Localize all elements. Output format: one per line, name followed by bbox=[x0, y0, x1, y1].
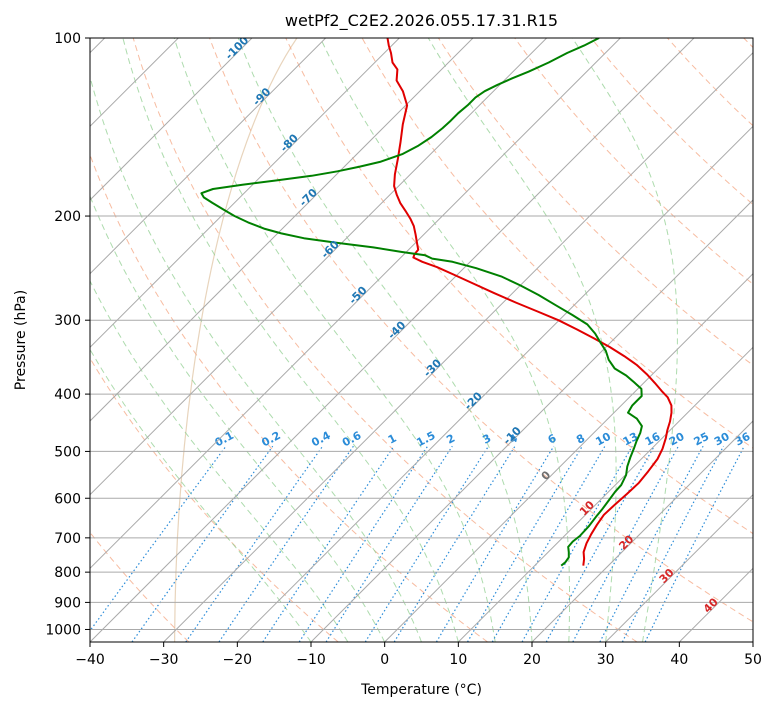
isotherm-line bbox=[90, 38, 695, 642]
isotherm-line bbox=[163, 51, 753, 642]
mixing-ratio-label: 20 bbox=[667, 430, 687, 449]
temperature-profile-line bbox=[386, 38, 673, 566]
isotherm-line bbox=[531, 420, 753, 642]
mixing-ratio-line bbox=[435, 445, 555, 642]
isotherm-gridlines bbox=[90, 38, 753, 642]
dry-adiabat-line bbox=[132, 38, 638, 642]
dry-adiabat-line bbox=[90, 357, 339, 642]
dry-adiabats bbox=[90, 38, 753, 642]
moist-adiabat-line bbox=[237, 38, 533, 642]
isotherm-line bbox=[90, 38, 327, 275]
x-tick-label: 0 bbox=[380, 652, 389, 668]
isotherm-line bbox=[90, 38, 400, 349]
mixing-ratio-label: 16 bbox=[643, 430, 663, 449]
x-tick-label: 50 bbox=[744, 652, 762, 668]
moist-adiabat-line bbox=[319, 38, 570, 642]
y-axis-label: Pressure (hPa) bbox=[13, 290, 29, 390]
x-tick-label: −20 bbox=[223, 652, 253, 668]
isotherm-line bbox=[310, 199, 753, 642]
y-axis-ticks: 100 200 300 400 500 600 700 800 900 1000 bbox=[45, 31, 90, 638]
mixing-ratio-line bbox=[218, 445, 354, 642]
isotherm-line bbox=[90, 38, 474, 422]
isotherm-line bbox=[384, 272, 753, 642]
x-axis-label: Temperature (°C) bbox=[360, 682, 482, 698]
moist-adiabat-line bbox=[571, 38, 678, 642]
mixing-ratio-line bbox=[521, 445, 633, 642]
mixing-ratio-label: 25 bbox=[692, 430, 712, 449]
isotherm-line bbox=[90, 38, 621, 570]
mixing-ratio-line bbox=[325, 445, 453, 642]
x-tick-label: −30 bbox=[149, 652, 179, 668]
isotherm-line bbox=[90, 38, 548, 496]
x-tick-label: 20 bbox=[523, 652, 541, 668]
mixing-ratio-label: 10 bbox=[593, 430, 613, 449]
y-tick-label: 900 bbox=[54, 595, 81, 611]
x-axis-ticks: −40 −30 −20 −10 0 10 20 30 40 50 bbox=[75, 642, 762, 668]
moist-adiabat-line bbox=[427, 38, 617, 642]
mixing-ratio-line bbox=[364, 445, 490, 642]
mixing-ratio-line bbox=[131, 445, 274, 642]
x-tick-label: −40 bbox=[75, 652, 105, 668]
mixing-ratio-line bbox=[185, 445, 324, 642]
isotherm-line bbox=[90, 38, 253, 201]
y-tick-label: 400 bbox=[54, 387, 81, 403]
isobar-gridlines bbox=[90, 38, 753, 630]
sounding-series bbox=[200, 38, 673, 567]
y-tick-label: 300 bbox=[54, 313, 81, 329]
x-tick-label: 10 bbox=[449, 652, 467, 668]
y-tick-label: 600 bbox=[54, 491, 81, 507]
mixing-ratio-label: 36 bbox=[733, 430, 753, 449]
mixing-ratio-line bbox=[621, 445, 725, 642]
isotherm-line bbox=[236, 125, 753, 642]
mixing-ratio-line bbox=[644, 445, 745, 642]
mixing-ratio-line bbox=[393, 445, 516, 642]
y-tick-label: 800 bbox=[54, 565, 81, 581]
x-tick-label: −10 bbox=[296, 652, 326, 668]
dewpoint-profile-line bbox=[200, 38, 643, 567]
dry-adiabat-line bbox=[209, 38, 753, 623]
moist-adiabat-line bbox=[90, 194, 386, 642]
mixing-ratio-line bbox=[262, 445, 395, 642]
y-tick-label: 500 bbox=[54, 444, 81, 460]
chart-title: wetPf2_C2E2.2026.055.17.31.R15 bbox=[285, 11, 558, 31]
moist-adiabat-line bbox=[122, 38, 459, 642]
x-tick-label: 30 bbox=[597, 652, 615, 668]
mixing-ratio-label: 30 bbox=[712, 430, 732, 449]
y-tick-label: 700 bbox=[54, 531, 81, 547]
moist-adiabat-line bbox=[173, 38, 496, 642]
plot-frame bbox=[89, 37, 754, 643]
isotherm-line bbox=[605, 493, 753, 642]
dry-adiabat-line bbox=[514, 38, 753, 285]
mixing-ratio-line bbox=[298, 445, 429, 642]
y-tick-label: 200 bbox=[54, 209, 81, 225]
dry-adiabat-line bbox=[285, 38, 753, 535]
moist-adiabat-line bbox=[90, 74, 422, 642]
pseudo-adiabat-arcs bbox=[174, 38, 298, 642]
x-tick-label: 40 bbox=[670, 652, 688, 668]
y-tick-label: 1000 bbox=[45, 622, 81, 638]
y-tick-label: 100 bbox=[54, 31, 81, 47]
pseudo-arc-line bbox=[174, 38, 298, 642]
isotherm-line bbox=[457, 346, 753, 642]
